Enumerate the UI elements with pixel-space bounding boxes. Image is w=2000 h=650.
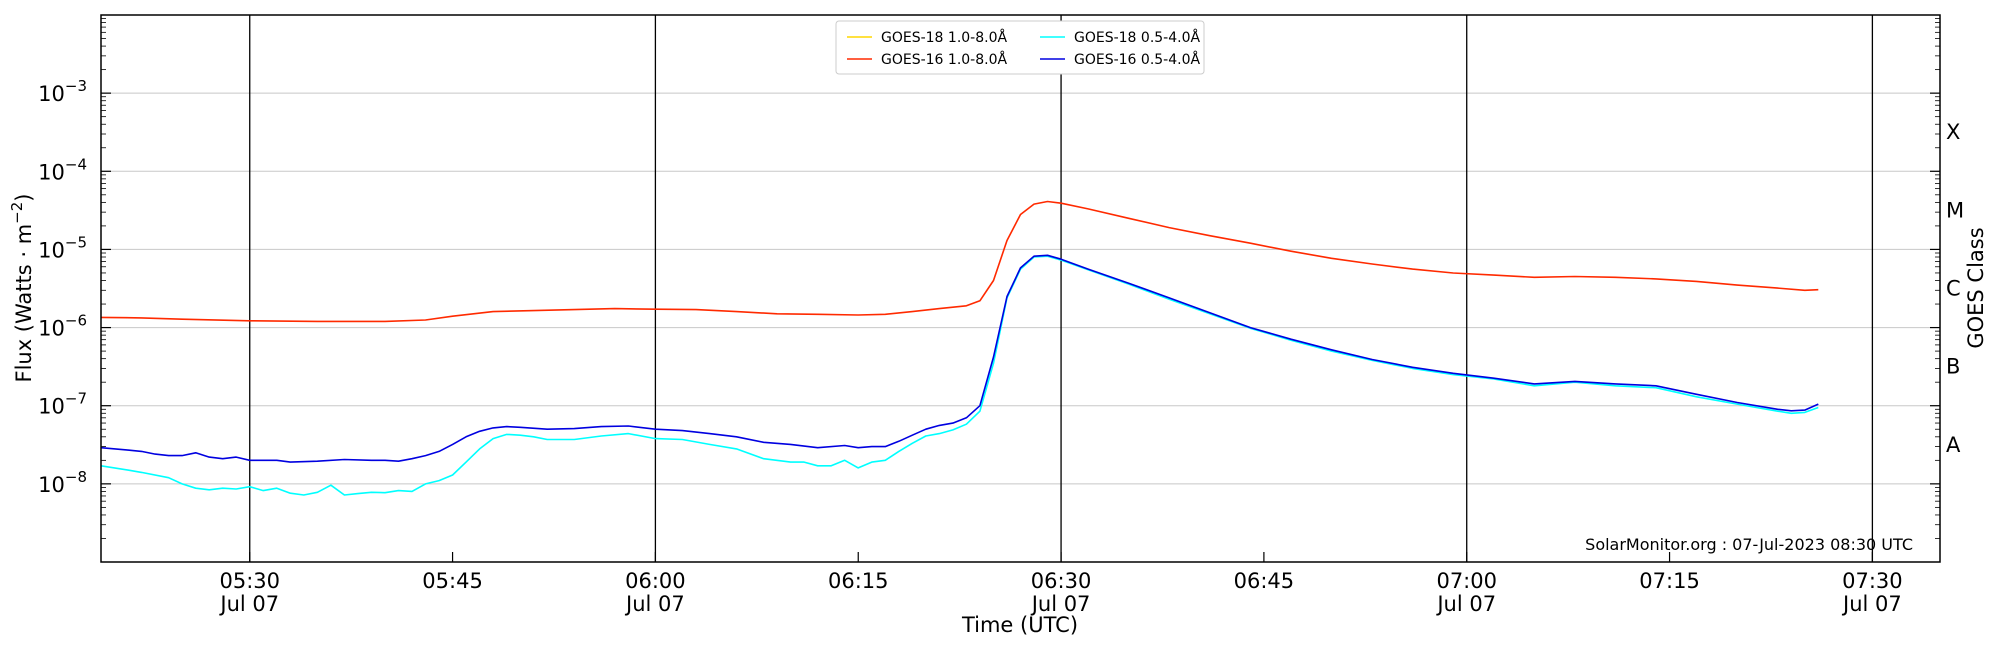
goes-class-label: M (1946, 198, 1964, 222)
legend-frame (835, 20, 1205, 75)
legend: GOES-18 1.0-8.0Å GOES-16 1.0-8.0Å GOES-1… (835, 20, 1205, 75)
x-axis-label: Time (UTC) (961, 613, 1078, 637)
y-tick-label: 10−4 (38, 155, 87, 184)
series-line (100, 200, 1819, 323)
x-tick-date-label: Jul 07 (1435, 592, 1496, 616)
series-line (100, 255, 1819, 496)
series-line (100, 254, 1819, 463)
goes-class-label: C (1946, 277, 1961, 301)
y-tick-label: 10−8 (38, 468, 87, 497)
legend-label-goes16-long: GOES-16 1.0-8.0Å (881, 51, 1007, 68)
y-axis-ticks: 10−8 10−7 10−6 10−5 10−4 10−3 (38, 18, 1940, 539)
grid-layer (101, 92, 1940, 485)
y-tick-label: 10−6 (38, 312, 87, 341)
x-tick-label: 07:30 (1842, 569, 1903, 593)
y-axis-label: Flux (Watts · m−2) (8, 193, 36, 382)
goes-class-label: X (1946, 120, 1960, 144)
legend-label-goes18-long: GOES-18 1.0-8.0Å (881, 29, 1007, 46)
goes-class-labels: A B C M X (1946, 120, 1964, 457)
legend-label-goes18-short: GOES-18 0.5-4.0Å (1074, 29, 1200, 46)
x-tick-label: 06:15 (828, 569, 889, 593)
credit-text: SolarMonitor.org : 07-Jul-2023 08:30 UTC (1585, 535, 1913, 554)
x-tick-date-label: Jul 07 (1030, 592, 1091, 616)
x-tick-date-label: Jul 07 (218, 592, 279, 616)
plot-frame (100, 14, 1941, 563)
x-tick-date-label: Jul 07 (1841, 592, 1902, 616)
vertical-marker-layer (249, 15, 1874, 562)
y-tick-label: 10−7 (38, 390, 87, 419)
x-tick-label: 05:45 (422, 569, 483, 593)
x-tick-date-label: Jul 07 (624, 592, 685, 616)
goes-class-label: A (1946, 433, 1961, 457)
y-axis-right-label: GOES Class (1964, 227, 1988, 348)
legend-label-goes16-short: GOES-16 0.5-4.0Å (1074, 51, 1200, 68)
x-tick-label: 05:30 (219, 569, 280, 593)
y-tick-label: 10−5 (38, 233, 87, 262)
x-tick-label: 07:15 (1639, 569, 1700, 593)
goes-class-label: B (1946, 355, 1960, 379)
series-layer (100, 200, 1819, 496)
x-tick-label: 06:00 (625, 569, 686, 593)
x-tick-label: 06:30 (1031, 569, 1092, 593)
x-tick-label: 07:00 (1436, 569, 1497, 593)
y-tick-label: 10−3 (38, 77, 87, 106)
x-tick-label: 06:45 (1234, 569, 1295, 593)
